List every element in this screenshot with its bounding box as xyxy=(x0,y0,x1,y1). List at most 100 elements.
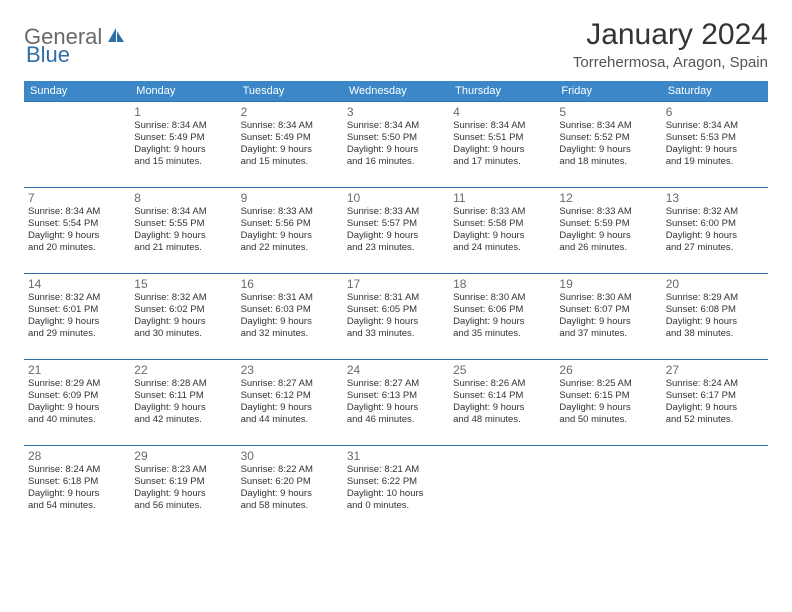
logo-sail-icon xyxy=(106,26,126,49)
calendar-day-cell: 2Sunrise: 8:34 AMSunset: 5:49 PMDaylight… xyxy=(237,102,343,188)
weekday-header: Wednesday xyxy=(343,81,449,102)
day-info: Sunrise: 8:28 AMSunset: 6:11 PMDaylight:… xyxy=(134,378,232,426)
weekday-row: SundayMondayTuesdayWednesdayThursdayFrid… xyxy=(24,81,768,102)
calendar-day-cell: 15Sunrise: 8:32 AMSunset: 6:02 PMDayligh… xyxy=(130,274,236,360)
day-info: Sunrise: 8:33 AMSunset: 5:59 PMDaylight:… xyxy=(559,206,657,254)
calendar-day-cell: 31Sunrise: 8:21 AMSunset: 6:22 PMDayligh… xyxy=(343,446,449,532)
day-number: 22 xyxy=(134,363,232,377)
calendar-day-cell xyxy=(449,446,555,532)
calendar-day-cell xyxy=(24,102,130,188)
weekday-header: Sunday xyxy=(24,81,130,102)
header: General January 2024 Torrehermosa, Arago… xyxy=(24,18,768,71)
calendar-day-cell: 27Sunrise: 8:24 AMSunset: 6:17 PMDayligh… xyxy=(662,360,768,446)
weekday-header: Friday xyxy=(555,81,661,102)
day-info: Sunrise: 8:33 AMSunset: 5:56 PMDaylight:… xyxy=(241,206,339,254)
weekday-header: Tuesday xyxy=(237,81,343,102)
day-info: Sunrise: 8:30 AMSunset: 6:07 PMDaylight:… xyxy=(559,292,657,340)
calendar-table: SundayMondayTuesdayWednesdayThursdayFrid… xyxy=(24,81,768,532)
day-info: Sunrise: 8:30 AMSunset: 6:06 PMDaylight:… xyxy=(453,292,551,340)
day-info: Sunrise: 8:27 AMSunset: 6:12 PMDaylight:… xyxy=(241,378,339,426)
day-number: 20 xyxy=(666,277,764,291)
day-number: 4 xyxy=(453,105,551,119)
calendar-day-cell: 30Sunrise: 8:22 AMSunset: 6:20 PMDayligh… xyxy=(237,446,343,532)
day-info: Sunrise: 8:34 AMSunset: 5:54 PMDaylight:… xyxy=(28,206,126,254)
day-number: 27 xyxy=(666,363,764,377)
day-info: Sunrise: 8:34 AMSunset: 5:51 PMDaylight:… xyxy=(453,120,551,168)
calendar-day-cell: 25Sunrise: 8:26 AMSunset: 6:14 PMDayligh… xyxy=(449,360,555,446)
calendar-day-cell: 12Sunrise: 8:33 AMSunset: 5:59 PMDayligh… xyxy=(555,188,661,274)
calendar-day-cell: 13Sunrise: 8:32 AMSunset: 6:00 PMDayligh… xyxy=(662,188,768,274)
day-info: Sunrise: 8:32 AMSunset: 6:02 PMDaylight:… xyxy=(134,292,232,340)
calendar-day-cell: 17Sunrise: 8:31 AMSunset: 6:05 PMDayligh… xyxy=(343,274,449,360)
day-number: 23 xyxy=(241,363,339,377)
calendar-day-cell: 14Sunrise: 8:32 AMSunset: 6:01 PMDayligh… xyxy=(24,274,130,360)
calendar-day-cell: 18Sunrise: 8:30 AMSunset: 6:06 PMDayligh… xyxy=(449,274,555,360)
day-info: Sunrise: 8:26 AMSunset: 6:14 PMDaylight:… xyxy=(453,378,551,426)
day-number: 7 xyxy=(28,191,126,205)
day-info: Sunrise: 8:34 AMSunset: 5:55 PMDaylight:… xyxy=(134,206,232,254)
day-info: Sunrise: 8:24 AMSunset: 6:17 PMDaylight:… xyxy=(666,378,764,426)
day-number: 15 xyxy=(134,277,232,291)
calendar-day-cell: 20Sunrise: 8:29 AMSunset: 6:08 PMDayligh… xyxy=(662,274,768,360)
calendar-day-cell: 21Sunrise: 8:29 AMSunset: 6:09 PMDayligh… xyxy=(24,360,130,446)
day-number: 30 xyxy=(241,449,339,463)
location: Torrehermosa, Aragon, Spain xyxy=(573,54,768,71)
day-number: 11 xyxy=(453,191,551,205)
calendar-week-row: 7Sunrise: 8:34 AMSunset: 5:54 PMDaylight… xyxy=(24,188,768,274)
calendar-day-cell: 1Sunrise: 8:34 AMSunset: 5:49 PMDaylight… xyxy=(130,102,236,188)
day-number: 28 xyxy=(28,449,126,463)
calendar-day-cell: 8Sunrise: 8:34 AMSunset: 5:55 PMDaylight… xyxy=(130,188,236,274)
calendar-day-cell: 4Sunrise: 8:34 AMSunset: 5:51 PMDaylight… xyxy=(449,102,555,188)
day-number: 18 xyxy=(453,277,551,291)
day-info: Sunrise: 8:32 AMSunset: 6:01 PMDaylight:… xyxy=(28,292,126,340)
day-info: Sunrise: 8:21 AMSunset: 6:22 PMDaylight:… xyxy=(347,464,445,512)
day-info: Sunrise: 8:22 AMSunset: 6:20 PMDaylight:… xyxy=(241,464,339,512)
weekday-header: Thursday xyxy=(449,81,555,102)
day-number: 6 xyxy=(666,105,764,119)
day-number: 5 xyxy=(559,105,657,119)
calendar-day-cell: 7Sunrise: 8:34 AMSunset: 5:54 PMDaylight… xyxy=(24,188,130,274)
day-info: Sunrise: 8:29 AMSunset: 6:09 PMDaylight:… xyxy=(28,378,126,426)
calendar-body: 1Sunrise: 8:34 AMSunset: 5:49 PMDaylight… xyxy=(24,102,768,532)
day-number: 25 xyxy=(453,363,551,377)
day-number: 17 xyxy=(347,277,445,291)
day-number: 21 xyxy=(28,363,126,377)
calendar-day-cell: 16Sunrise: 8:31 AMSunset: 6:03 PMDayligh… xyxy=(237,274,343,360)
calendar-day-cell: 3Sunrise: 8:34 AMSunset: 5:50 PMDaylight… xyxy=(343,102,449,188)
logo-text-blue: Blue xyxy=(26,42,70,67)
day-info: Sunrise: 8:33 AMSunset: 5:57 PMDaylight:… xyxy=(347,206,445,254)
calendar-week-row: 14Sunrise: 8:32 AMSunset: 6:01 PMDayligh… xyxy=(24,274,768,360)
month-title: January 2024 xyxy=(573,18,768,52)
day-info: Sunrise: 8:31 AMSunset: 6:05 PMDaylight:… xyxy=(347,292,445,340)
day-info: Sunrise: 8:32 AMSunset: 6:00 PMDaylight:… xyxy=(666,206,764,254)
day-number: 10 xyxy=(347,191,445,205)
calendar-day-cell: 11Sunrise: 8:33 AMSunset: 5:58 PMDayligh… xyxy=(449,188,555,274)
calendar-day-cell: 24Sunrise: 8:27 AMSunset: 6:13 PMDayligh… xyxy=(343,360,449,446)
day-info: Sunrise: 8:25 AMSunset: 6:15 PMDaylight:… xyxy=(559,378,657,426)
day-info: Sunrise: 8:29 AMSunset: 6:08 PMDaylight:… xyxy=(666,292,764,340)
day-number: 16 xyxy=(241,277,339,291)
day-info: Sunrise: 8:34 AMSunset: 5:52 PMDaylight:… xyxy=(559,120,657,168)
calendar-day-cell: 5Sunrise: 8:34 AMSunset: 5:52 PMDaylight… xyxy=(555,102,661,188)
day-info: Sunrise: 8:34 AMSunset: 5:49 PMDaylight:… xyxy=(134,120,232,168)
calendar-week-row: 1Sunrise: 8:34 AMSunset: 5:49 PMDaylight… xyxy=(24,102,768,188)
day-info: Sunrise: 8:31 AMSunset: 6:03 PMDaylight:… xyxy=(241,292,339,340)
calendar-day-cell: 22Sunrise: 8:28 AMSunset: 6:11 PMDayligh… xyxy=(130,360,236,446)
logo-blue-row: Blue xyxy=(26,42,70,68)
day-info: Sunrise: 8:24 AMSunset: 6:18 PMDaylight:… xyxy=(28,464,126,512)
weekday-header: Saturday xyxy=(662,81,768,102)
calendar-week-row: 21Sunrise: 8:29 AMSunset: 6:09 PMDayligh… xyxy=(24,360,768,446)
day-number: 31 xyxy=(347,449,445,463)
day-number: 14 xyxy=(28,277,126,291)
calendar-day-cell: 10Sunrise: 8:33 AMSunset: 5:57 PMDayligh… xyxy=(343,188,449,274)
day-number: 19 xyxy=(559,277,657,291)
day-info: Sunrise: 8:34 AMSunset: 5:49 PMDaylight:… xyxy=(241,120,339,168)
calendar-day-cell xyxy=(555,446,661,532)
calendar-day-cell: 19Sunrise: 8:30 AMSunset: 6:07 PMDayligh… xyxy=(555,274,661,360)
calendar-day-cell: 6Sunrise: 8:34 AMSunset: 5:53 PMDaylight… xyxy=(662,102,768,188)
day-number: 12 xyxy=(559,191,657,205)
day-info: Sunrise: 8:34 AMSunset: 5:53 PMDaylight:… xyxy=(666,120,764,168)
calendar-day-cell xyxy=(662,446,768,532)
title-block: January 2024 Torrehermosa, Aragon, Spain xyxy=(573,18,768,71)
day-number: 13 xyxy=(666,191,764,205)
